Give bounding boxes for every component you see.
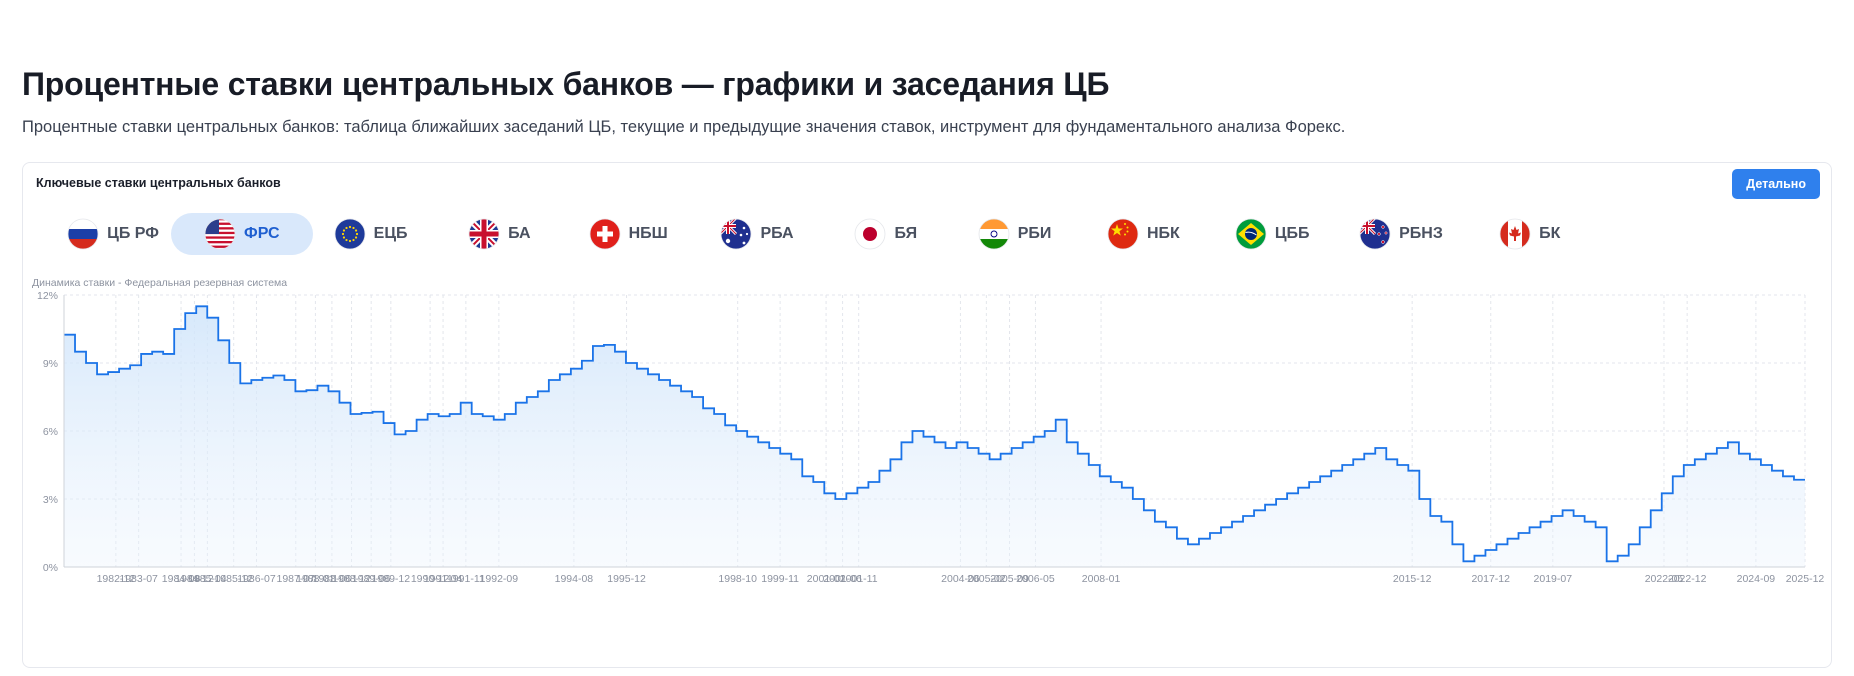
new-zealand-flag-icon — [1359, 218, 1391, 250]
x-tick-label: 2005-09 — [990, 573, 1029, 585]
tab-australia[interactable]: РБА — [686, 213, 828, 255]
eu-flag-icon — [334, 218, 366, 250]
tab-japan[interactable]: БЯ — [815, 213, 957, 255]
tab-label: БЯ — [894, 225, 918, 242]
usa-flag-icon — [204, 218, 236, 250]
tab-label: НБК — [1146, 225, 1180, 242]
page-subtitle: Процентные ставки центральных банков: та… — [22, 118, 1346, 136]
tab-india[interactable]: РБИ — [944, 213, 1086, 255]
tab-canada[interactable]: БК — [1459, 213, 1601, 255]
x-tick-label: 2008-01 — [1082, 573, 1121, 585]
x-tick-label: 2001-01 — [807, 573, 846, 585]
x-tick-label: 2025-12 — [1786, 573, 1825, 585]
india-flag-icon — [978, 218, 1010, 250]
x-tick-label: 1999-11 — [761, 573, 799, 585]
x-tick-label: 2022-12 — [1668, 573, 1707, 585]
x-tick-label: 2015-12 — [1393, 573, 1432, 585]
canada-flag-icon — [1499, 218, 1531, 250]
rate-series-line — [64, 305, 1805, 563]
y-tick-label: 12% — [37, 290, 58, 302]
x-tick-label: 1989-06 — [352, 573, 391, 585]
x-tick-label: 1994-08 — [555, 573, 594, 585]
x-tick-label: 2019-07 — [1534, 573, 1573, 585]
bank-tabs: ЦБ РФ ФРС ЕЦБ БА НБШ РБА БЯ РБИ НБК ЦББ РБНЗ БК — [32, 213, 1824, 257]
tab-label: ФРС — [244, 225, 280, 242]
y-tick-label: 3% — [43, 494, 58, 506]
tab-label: БК — [1539, 225, 1561, 242]
tab-label: РБИ — [1017, 225, 1052, 242]
tab-label: ЦББ — [1274, 225, 1310, 242]
x-tick-label: 1989-12 — [372, 573, 411, 585]
rate-area — [64, 306, 1805, 567]
x-tick-label: 2024-09 — [1737, 573, 1776, 585]
tab-label: ЕЦБ — [373, 225, 408, 242]
x-tick-label: 1984-08 — [162, 573, 201, 585]
x-tick-label: 1991-04 — [424, 573, 463, 585]
x-tick-label: 1995-12 — [607, 573, 646, 585]
tab-label: ЦБ РФ — [107, 225, 159, 242]
x-tick-label: 1992-09 — [480, 573, 519, 585]
x-tick-label: 1988-06 — [313, 573, 352, 585]
x-tick-label: 2004-06 — [941, 573, 980, 585]
y-tick-label: 0% — [43, 562, 58, 574]
japan-flag-icon — [855, 218, 886, 250]
chart-title: Динамика ставки - Федеральная резервная … — [32, 277, 288, 289]
brazil-flag-icon — [1235, 218, 1267, 250]
x-tick-label: 2001-11 — [840, 573, 878, 585]
x-tick-label: 1986-07 — [237, 573, 276, 585]
australia-flag-icon — [721, 218, 752, 250]
x-tick-label: 2022-05 — [1645, 573, 1684, 585]
tab-brazil[interactable]: ЦББ — [1201, 213, 1343, 255]
page-title: Процентные ставки центральных банков — г… — [22, 66, 1110, 102]
china-flag-icon — [1107, 218, 1139, 250]
x-tick-label: 1998-10 — [718, 573, 757, 585]
x-tick-label: 1985-12 — [214, 573, 253, 585]
tab-usa[interactable]: ФРС — [170, 213, 313, 255]
rates-card: Ключевые ставки центральных банков Детал… — [22, 162, 1832, 668]
x-tick-label: 1987-07 — [276, 573, 315, 585]
x-tick-label: 1984-12 — [175, 573, 214, 585]
switzerland-flag-icon — [589, 218, 621, 250]
tab-label: НБШ — [628, 225, 668, 242]
tab-switzerland[interactable]: НБШ — [557, 213, 699, 255]
x-tick-label: 2017-12 — [1471, 573, 1510, 585]
x-tick-label: 1982-12 — [97, 573, 136, 585]
x-tick-label: 1991-11 — [447, 573, 485, 585]
y-tick-label: 6% — [43, 426, 58, 438]
tab-uk[interactable]: БА — [428, 213, 570, 255]
tab-label: РБА — [760, 225, 794, 242]
x-tick-label: 1988-12 — [332, 573, 371, 585]
card-title: Ключевые ставки центральных банков — [36, 176, 281, 190]
tab-russia[interactable]: ЦБ РФ — [42, 213, 184, 255]
x-tick-label: 1988-01 — [296, 573, 335, 585]
x-tick-label: 2006-05 — [1016, 573, 1055, 585]
uk-flag-icon — [468, 218, 500, 250]
x-tick-label: 1983-07 — [119, 573, 158, 585]
x-tick-label: 2001-06 — [823, 573, 862, 585]
russia-flag-icon — [67, 218, 99, 250]
detail-button[interactable]: Детально — [1732, 169, 1820, 199]
x-tick-label: 1985-04 — [188, 573, 227, 585]
tab-china[interactable]: НБК — [1072, 213, 1214, 255]
x-tick-label: 2005-02 — [967, 573, 1006, 585]
x-tick-label: 1990-12 — [411, 573, 450, 585]
y-tick-label: 9% — [43, 358, 58, 370]
tab-label: БА — [508, 225, 531, 242]
tab-new-zealand[interactable]: РБНЗ — [1330, 213, 1472, 255]
tab-label: РБНЗ — [1399, 225, 1443, 242]
tab-eu[interactable]: ЕЦБ — [300, 213, 442, 255]
